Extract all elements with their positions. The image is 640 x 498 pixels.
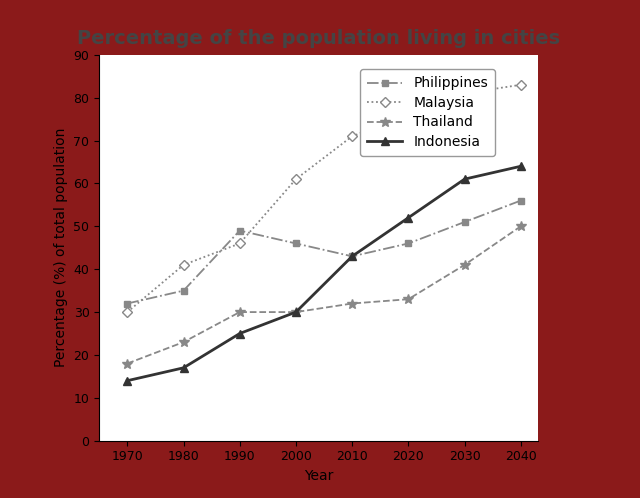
Thailand: [348, 300, 356, 306]
Thailand: [124, 361, 131, 367]
Line: Indonesia: Indonesia: [123, 162, 525, 385]
Malaysia: [517, 82, 525, 88]
Line: Philippines: Philippines: [124, 197, 524, 307]
Indonesia: [517, 163, 525, 169]
Malaysia: [461, 90, 468, 96]
Malaysia: [292, 176, 300, 182]
Thailand: [461, 262, 468, 268]
Line: Thailand: Thailand: [122, 222, 525, 369]
Line: Malaysia: Malaysia: [124, 81, 524, 316]
Philippines: [124, 300, 131, 306]
Philippines: [461, 219, 468, 225]
X-axis label: Year: Year: [304, 469, 333, 483]
Philippines: [292, 241, 300, 247]
Y-axis label: Percentage (%) of total population: Percentage (%) of total population: [54, 128, 68, 368]
Philippines: [180, 288, 188, 294]
Legend: Philippines, Malaysia, Thailand, Indonesia: Philippines, Malaysia, Thailand, Indones…: [360, 69, 495, 156]
Philippines: [517, 198, 525, 204]
Indonesia: [236, 331, 244, 337]
Malaysia: [180, 262, 188, 268]
Malaysia: [236, 241, 244, 247]
Thailand: [404, 296, 412, 302]
Malaysia: [404, 112, 412, 118]
Malaysia: [124, 309, 131, 315]
Thailand: [517, 223, 525, 229]
Thailand: [180, 339, 188, 345]
Indonesia: [292, 309, 300, 315]
Indonesia: [124, 377, 131, 383]
Philippines: [348, 253, 356, 259]
Malaysia: [348, 133, 356, 139]
Philippines: [236, 228, 244, 234]
Thailand: [236, 309, 244, 315]
Indonesia: [348, 253, 356, 259]
Indonesia: [461, 176, 468, 182]
Indonesia: [180, 365, 188, 371]
Philippines: [404, 241, 412, 247]
Thailand: [292, 309, 300, 315]
Indonesia: [404, 215, 412, 221]
Title: Percentage of the population living in cities: Percentage of the population living in c…: [77, 29, 560, 48]
